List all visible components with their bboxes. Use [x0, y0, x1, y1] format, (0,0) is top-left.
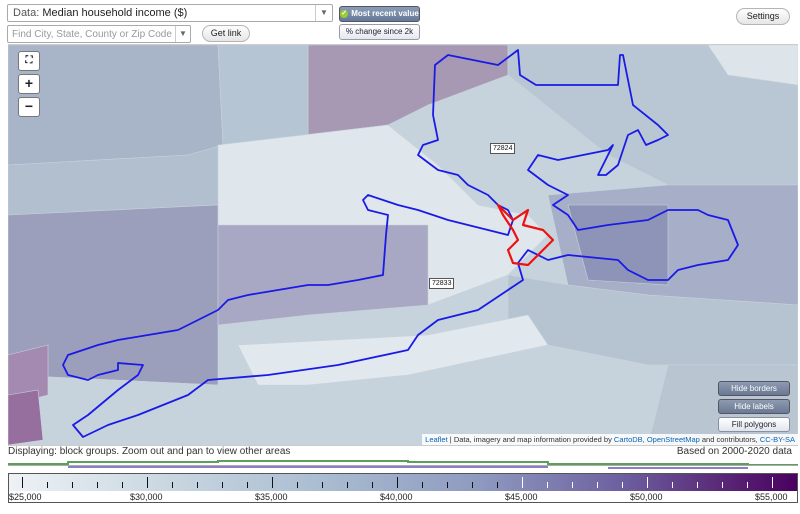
get-link-button[interactable]: Get link: [202, 25, 250, 42]
legend-tick: [772, 477, 773, 488]
legend-tick: [697, 482, 698, 488]
block-group: [707, 45, 798, 86]
legend-tick: [247, 482, 248, 488]
legend-tick: [572, 482, 573, 488]
data-select-label: Data: Median household income ($): [13, 7, 188, 19]
zoom-controls: ⛶ + −: [18, 51, 40, 120]
legend-tick: [747, 482, 748, 488]
legend-tick: [497, 482, 498, 488]
zip-label-72833: 72833: [429, 278, 455, 289]
hide-borders-button[interactable]: Hide borders: [718, 381, 790, 396]
legend-tick: [72, 482, 73, 488]
legend-tick: [272, 477, 273, 488]
legend-label: $50,000: [630, 492, 663, 502]
legend-label: $35,000: [255, 492, 288, 502]
location-search[interactable]: ▼: [7, 25, 191, 43]
change-since-2k-toggle[interactable]: % change since 2k: [339, 24, 420, 40]
legend-tick: [647, 477, 648, 488]
selected-area-border[interactable]: [496, 203, 555, 267]
search-input[interactable]: [12, 28, 172, 40]
block-group: [8, 389, 44, 445]
legend-tick: [322, 482, 323, 488]
color-scale-legend: $25,000 $30,000 $35,000 $40,000 $45,000 …: [8, 473, 798, 503]
status-display-text: Displaying: block groups. Zoom out and p…: [8, 446, 291, 457]
histogram-baseline: [8, 465, 798, 466]
legend-tick: [47, 482, 48, 488]
histogram-range-bar: [608, 467, 748, 469]
legend-label: $25,000: [9, 492, 42, 502]
hide-labels-button[interactable]: Hide labels: [718, 399, 790, 414]
zoom-in-button[interactable]: +: [18, 74, 40, 94]
toolbar: Data: Median household income ($) ▼ ▼ Ge…: [0, 0, 800, 46]
legend-tick: [372, 482, 373, 488]
data-select[interactable]: Data: Median household income ($) ▼: [7, 4, 333, 22]
block-group: [567, 204, 669, 286]
legend-tick: [672, 482, 673, 488]
block-group: [217, 45, 309, 146]
status-data-years: Based on 2000-2020 data: [676, 446, 792, 457]
chevron-down-icon: ▼: [315, 5, 332, 21]
most-recent-value-toggle[interactable]: ✓ Most recent value: [339, 6, 420, 22]
legend-label: $30,000: [130, 492, 163, 502]
cartodb-link[interactable]: CartoDB: [613, 435, 643, 444]
legend-tick: [422, 482, 423, 488]
legend-label: $55,000: [755, 492, 788, 502]
zip-72824-border[interactable]: [62, 49, 739, 438]
legend-tick: [122, 482, 123, 488]
legend-tick: [622, 482, 623, 488]
choropleth-polygons: [8, 45, 798, 445]
fullscreen-icon[interactable]: ⛶: [18, 51, 40, 71]
histogram-range-bar: [68, 466, 548, 468]
legend-tick: [147, 477, 148, 488]
legend-tick: [347, 482, 348, 488]
legend-tick: [22, 477, 23, 488]
osm-link[interactable]: OpenStreetMap: [646, 435, 700, 444]
zoom-out-button[interactable]: −: [18, 97, 40, 117]
color-scale-bar: [9, 474, 797, 491]
legend-tick: [197, 482, 198, 488]
histogram-green-line: [8, 460, 798, 466]
legend-tick: [97, 482, 98, 488]
settings-button[interactable]: Settings: [736, 8, 790, 25]
legend-tick: [297, 482, 298, 488]
legend-label: $40,000: [380, 492, 413, 502]
block-group: [8, 45, 224, 166]
legend-tick: [172, 482, 173, 488]
legend-tick: [222, 482, 223, 488]
legend-tick: [722, 482, 723, 488]
legend-tick: [547, 482, 548, 488]
block-group: [217, 224, 429, 326]
chevron-down-icon: ▼: [175, 26, 190, 42]
value-histogram: [8, 460, 798, 469]
map-view[interactable]: ⛶ + − 72824 72833 Hide borders Hide labe…: [8, 44, 798, 446]
leaflet-link[interactable]: Leaflet: [425, 435, 448, 444]
map-canvas: [8, 45, 798, 445]
legend-tick: [447, 482, 448, 488]
legend-tick: [472, 482, 473, 488]
license-link[interactable]: CC-BY-SA: [759, 435, 795, 444]
legend-tick: [597, 482, 598, 488]
fill-polygons-button[interactable]: Fill polygons: [718, 417, 790, 432]
legend-label: $45,000: [505, 492, 538, 502]
legend-tick: [522, 477, 523, 488]
map-attribution: Leaflet | Data, imagery and map informat…: [422, 434, 798, 445]
legend-tick: [397, 477, 398, 488]
check-icon: ✓: [340, 9, 349, 18]
zip-label-72824: 72824: [490, 143, 516, 154]
